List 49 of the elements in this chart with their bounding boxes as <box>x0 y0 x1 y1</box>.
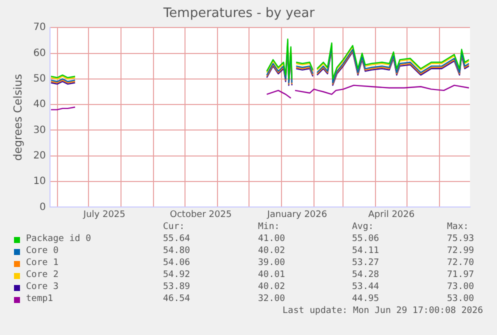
y-tick-label: 60 <box>33 48 46 59</box>
text: 54.28 <box>352 270 380 280</box>
text: 72.99 <box>447 246 474 256</box>
text: Last update: Mon Jun 29 17:00:08 2026 <box>282 306 483 316</box>
text: Avg: <box>352 222 374 232</box>
y-tick-label: 40 <box>33 99 46 110</box>
text: 53.00 <box>447 294 474 304</box>
y-tick-label: 50 <box>33 74 46 85</box>
text: 46.54 <box>163 294 190 304</box>
text: Max: <box>447 222 469 232</box>
legend-label: Core 0 <box>26 246 59 256</box>
text: 32.00 <box>258 294 286 304</box>
text: 55.06 <box>352 234 380 244</box>
chart-title: Temperatures - by year <box>162 6 316 22</box>
x-tick-label: October 2025 <box>170 210 232 220</box>
text: 54.06 <box>163 258 190 268</box>
legend-label: Core 1 <box>26 258 59 268</box>
text: 40.01 <box>258 270 286 280</box>
text: Cur: <box>163 222 185 232</box>
text: 39.00 <box>258 258 286 268</box>
text: 40.02 <box>258 282 286 292</box>
text: 72.70 <box>447 258 474 268</box>
legend-label: Core 2 <box>26 270 59 280</box>
text: 44.95 <box>352 294 380 304</box>
text: 53.44 <box>352 282 380 292</box>
text: 73.00 <box>447 282 474 292</box>
y-tick-label: 10 <box>33 176 46 188</box>
text: 54.11 <box>352 246 380 256</box>
text: Min: <box>258 222 280 232</box>
legend-label: temp1 <box>26 294 54 304</box>
x-tick-label: July 2025 <box>82 210 126 220</box>
x-tick-label: January 2026 <box>266 210 328 220</box>
text: 53.89 <box>163 282 190 292</box>
text: 40.02 <box>258 246 286 256</box>
y-axis-title: degrees Celsius <box>11 74 24 161</box>
y-tick-label: 20 <box>33 150 46 162</box>
y-tick-label: 0 <box>40 202 46 213</box>
text: 71.97 <box>447 270 474 280</box>
text: 54.92 <box>163 270 190 280</box>
y-tick-label: 30 <box>33 124 46 136</box>
text: 53.27 <box>352 258 380 268</box>
legend-label: Core 3 <box>26 282 59 292</box>
y-tick-label: 70 <box>33 22 46 34</box>
text: 41.00 <box>258 234 286 244</box>
legend-label: Package id 0 <box>26 234 92 244</box>
text: 75.93 <box>447 234 474 244</box>
x-tick-label: April 2026 <box>368 210 415 220</box>
text: 55.64 <box>163 234 190 244</box>
text: 54.80 <box>163 246 190 256</box>
